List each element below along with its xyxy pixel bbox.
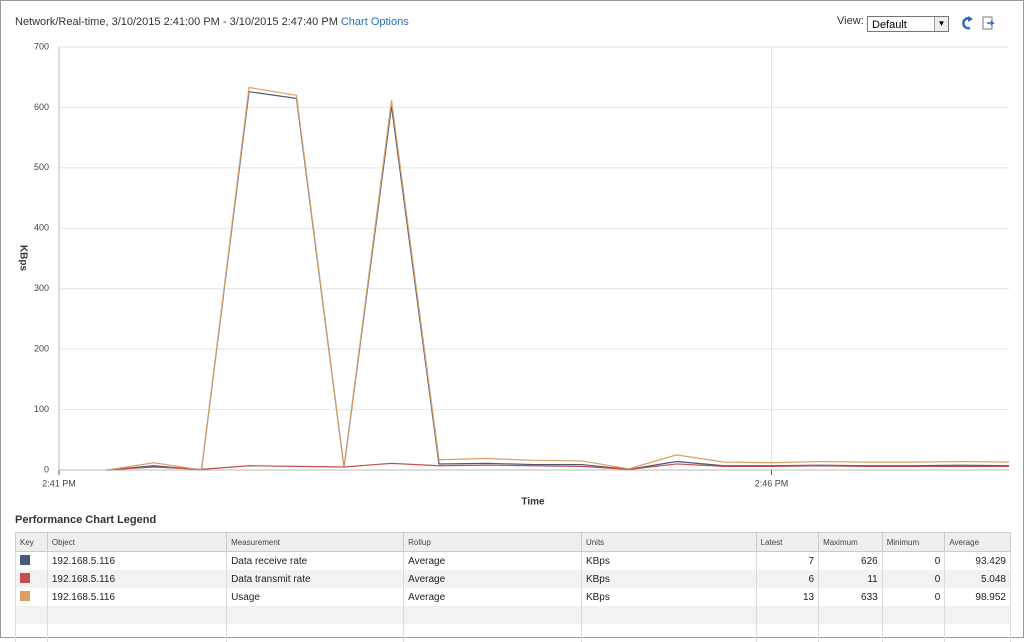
y-tick-label: 200 (34, 344, 49, 354)
cell: 192.168.5.116 (46, 551, 228, 570)
view-value: Default (872, 19, 907, 31)
column-header: Units (580, 532, 757, 552)
cell: KBps (580, 570, 757, 588)
y-axis-label: KBps (17, 245, 28, 272)
cell: 93.429 (944, 551, 1011, 570)
empty-cell (881, 624, 946, 642)
chart-options-link[interactable]: Chart Options (340, 16, 409, 28)
toolbar-icons (962, 16, 995, 30)
empty-cell (403, 624, 582, 642)
empty-cell (226, 606, 405, 624)
cell: 98.952 (944, 588, 1011, 606)
cell: Average (403, 588, 582, 606)
chart: KBps Time 0 100 200 300 400 500 600 700 2:41 PM 2… (17, 41, 1010, 508)
x-tick-label: 2:46 PM (755, 478, 789, 488)
key-swatch (20, 590, 30, 601)
y-tick-label: 600 (34, 102, 49, 112)
cell: 7 (755, 551, 820, 570)
legend-row: 192.168.5.116 Data transmit rate Average KB… (15, 570, 1011, 588)
cell: 11 (818, 570, 883, 588)
column-header: Minimum (881, 532, 946, 552)
cell: Average (403, 551, 582, 570)
empty-cell (403, 606, 582, 624)
empty-row (15, 624, 1011, 642)
empty-cell (15, 624, 48, 642)
cell: Average (403, 570, 582, 588)
cell: 0 (881, 551, 946, 570)
legend-row: 192.168.5.116 Data receive rate Average KBp… (15, 551, 1011, 570)
cell: 13 (755, 588, 820, 606)
y-tick-label: 100 (34, 404, 49, 414)
column-header: Object (46, 532, 228, 552)
key-cell (15, 551, 48, 570)
empty-cell (226, 624, 405, 642)
x-axis-label: Time (521, 497, 545, 508)
cell: 6 (755, 570, 820, 588)
series-line (106, 86, 1010, 471)
x-tick-label: 2:41 PM (42, 478, 76, 488)
legend-table: Key Object Measurement Rollup Units Latest Max… (15, 532, 1011, 642)
cell: 626 (818, 551, 883, 570)
cell: KBps (580, 588, 757, 606)
empty-row (15, 606, 1011, 624)
cell: 192.168.5.116 (46, 570, 228, 588)
cell: 633 (818, 588, 883, 606)
empty-cell (46, 624, 228, 642)
cell: 192.168.5.116 (46, 588, 228, 606)
empty-cell (580, 606, 757, 624)
empty-cell (755, 624, 820, 642)
cell: 0 (881, 570, 946, 588)
header: Network/Real-time, 3/10/2015 2:41:00 PM … (15, 16, 409, 28)
cell: 0 (881, 588, 946, 606)
empty-cell (46, 606, 228, 624)
empty-cell (580, 624, 757, 642)
key-swatch (20, 572, 30, 583)
empty-cell (881, 606, 946, 624)
view-label: View: (837, 15, 864, 27)
header-row: Key Object Measurement Rollup Units Latest Max… (15, 532, 1011, 552)
cell: Data transmit rate (226, 570, 405, 588)
y-tick-label: 500 (34, 162, 49, 172)
series-line (106, 91, 1010, 471)
key-swatch (20, 554, 30, 565)
series-line (106, 462, 1009, 471)
column-header: Average (944, 532, 1011, 552)
empty-cell (818, 624, 883, 642)
chart-title: Network/Real-time, 3/10/2015 2:41:00 PM … (15, 16, 338, 28)
view-select[interactable]: Default ▼ (867, 16, 949, 32)
empty-cell (755, 606, 820, 624)
legend-row: 192.168.5.116 Usage Average KBps 13 633 0 98.95… (15, 588, 1011, 606)
column-header: Maximum (818, 532, 883, 552)
legend-title: Performance Chart Legend (15, 514, 157, 526)
cell: 5.048 (944, 570, 1011, 588)
empty-cell (818, 606, 883, 624)
empty-cell (15, 606, 48, 624)
key-cell (15, 570, 48, 588)
cell: Usage (226, 588, 405, 606)
empty-cell (944, 624, 1011, 642)
column-header: Key (15, 532, 48, 552)
y-tick-label: 700 (34, 41, 49, 51)
column-header: Rollup (403, 532, 582, 552)
cell: Data receive rate (226, 551, 405, 570)
column-header: Latest (755, 532, 820, 552)
y-tick-label: 400 (34, 223, 49, 233)
y-tick-label: 0 (44, 464, 49, 474)
y-tick-label: 300 (34, 283, 49, 293)
key-cell (15, 588, 48, 606)
column-header: Measurement (226, 532, 405, 552)
empty-cell (944, 606, 1011, 624)
cell: KBps (580, 551, 757, 570)
